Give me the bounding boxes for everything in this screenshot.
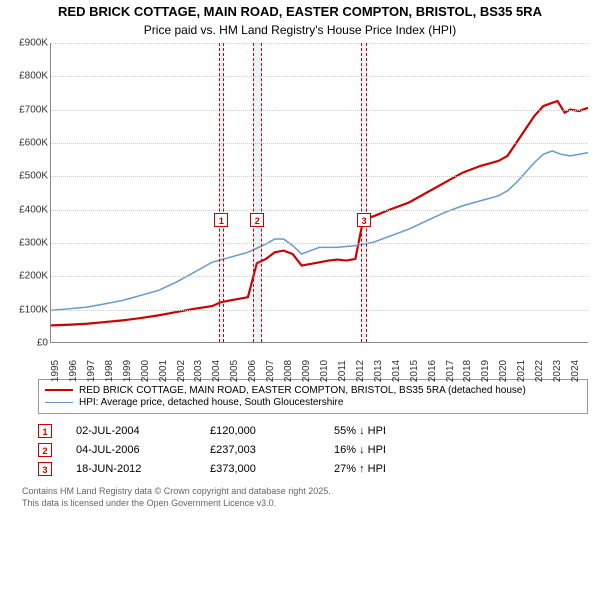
legend-label: RED BRICK COTTAGE, MAIN ROAD, EASTER COM… [79, 385, 526, 396]
y-tick-label: £0 [37, 337, 48, 348]
gridline [51, 143, 588, 144]
chart-container: RED BRICK COTTAGE, MAIN ROAD, EASTER COM… [0, 0, 600, 590]
sales-price: £373,000 [210, 463, 310, 475]
y-tick-label: £600K [19, 137, 48, 148]
x-tick-label: 2010 [319, 360, 330, 382]
series-hpi [51, 151, 588, 310]
x-tick-label: 2005 [229, 360, 240, 382]
marker-box: 2 [250, 213, 264, 227]
legend-swatch [45, 402, 73, 403]
gridline [51, 76, 588, 77]
legend-item: HPI: Average price, detached house, Sout… [45, 397, 581, 408]
marker-band [219, 43, 224, 342]
sales-date: 02-JUL-2004 [76, 425, 186, 437]
sales-price: £237,003 [210, 444, 310, 456]
sales-marker: 1 [38, 424, 52, 438]
x-tick-label: 2000 [140, 360, 151, 382]
footer-line2: This data is licensed under the Open Gov… [22, 498, 592, 510]
x-tick-label: 2015 [409, 360, 420, 382]
footer-line1: Contains HM Land Registry data © Crown c… [22, 486, 592, 498]
y-tick-label: £500K [19, 171, 48, 182]
y-tick-label: £100K [19, 304, 48, 315]
legend-item: RED BRICK COTTAGE, MAIN ROAD, EASTER COM… [45, 385, 581, 396]
sales-date: 18-JUN-2012 [76, 463, 186, 475]
x-tick-label: 2012 [355, 360, 366, 382]
footer: Contains HM Land Registry data © Crown c… [22, 486, 592, 509]
line-svg [51, 43, 588, 342]
sales-date: 04-JUL-2006 [76, 444, 186, 456]
legend-label: HPI: Average price, detached house, Sout… [79, 397, 343, 408]
x-tick-label: 2022 [534, 360, 545, 382]
y-tick-label: £800K [19, 71, 48, 82]
series-property [51, 101, 588, 325]
x-tick-label: 2016 [427, 360, 438, 382]
x-tick-label: 2004 [211, 360, 222, 382]
x-tick-label: 2024 [570, 360, 581, 382]
gridline [51, 110, 588, 111]
marker-box: 3 [357, 213, 371, 227]
x-tick-label: 1997 [86, 360, 97, 382]
sales-row: 1 02-JUL-2004 £120,000 55% ↓ HPI [38, 424, 588, 438]
chart-title: RED BRICK COTTAGE, MAIN ROAD, EASTER COM… [8, 4, 592, 21]
x-tick-label: 2001 [158, 360, 169, 382]
y-tick-label: £700K [19, 104, 48, 115]
x-tick-label: 2006 [247, 360, 258, 382]
gridline [51, 210, 588, 211]
x-axis: 1995199619971998199920002001200220032004… [50, 343, 588, 373]
sales-delta: 55% ↓ HPI [334, 425, 424, 437]
gridline [51, 176, 588, 177]
sales-marker: 3 [38, 462, 52, 476]
x-tick-label: 2021 [516, 360, 527, 382]
gridline [51, 276, 588, 277]
x-tick-label: 2014 [391, 360, 402, 382]
x-tick-label: 2009 [301, 360, 312, 382]
sales-marker: 2 [38, 443, 52, 457]
legend-swatch [45, 389, 73, 391]
x-tick-label: 2002 [176, 360, 187, 382]
y-tick-label: £400K [19, 204, 48, 215]
gridline [51, 43, 588, 44]
x-tick-label: 2011 [337, 360, 348, 382]
y-axis: £0£100K£200K£300K£400K£500K£600K£700K£80… [12, 43, 50, 343]
marker-band [361, 43, 366, 342]
x-tick-label: 2003 [193, 360, 204, 382]
legend: RED BRICK COTTAGE, MAIN ROAD, EASTER COM… [38, 379, 588, 414]
sales-delta: 27% ↑ HPI [334, 463, 424, 475]
gridline [51, 310, 588, 311]
sales-table: 1 02-JUL-2004 £120,000 55% ↓ HPI 2 04-JUL-200… [38, 424, 588, 476]
sales-row: 2 04-JUL-2006 £237,003 16% ↓ HPI [38, 443, 588, 457]
x-tick-label: 2008 [283, 360, 294, 382]
marker-band [253, 43, 262, 342]
sales-price: £120,000 [210, 425, 310, 437]
plot-area: 1 2 3 [50, 43, 588, 343]
chart-area: £0 £100K £200K £300K £400K £500K £600K £700K £80… [12, 43, 592, 373]
x-tick-label: 1998 [104, 360, 115, 382]
sales-delta: 16% ↓ HPI [334, 444, 424, 456]
y-tick-label: £900K [19, 37, 48, 48]
x-tick-label: 2017 [445, 360, 456, 382]
marker-box: 1 [214, 213, 228, 227]
chart-subtitle: Price paid vs. HM Land Registry's House … [8, 23, 592, 37]
x-tick-label: 1995 [50, 360, 61, 382]
gridline [51, 243, 588, 244]
x-tick-label: 2023 [552, 360, 563, 382]
sales-row: 3 18-JUN-2012 £373,000 27% ↑ HPI [38, 462, 588, 476]
y-tick-label: £200K [19, 271, 48, 282]
x-tick-label: 2007 [265, 360, 276, 382]
y-tick-label: £300K [19, 237, 48, 248]
x-tick-label: 2018 [462, 360, 473, 382]
x-tick-label: 2019 [480, 360, 491, 382]
x-tick-label: 2020 [498, 360, 509, 382]
x-tick-label: 1999 [122, 360, 133, 382]
x-tick-label: 1996 [68, 360, 79, 382]
x-tick-label: 2013 [373, 360, 384, 382]
